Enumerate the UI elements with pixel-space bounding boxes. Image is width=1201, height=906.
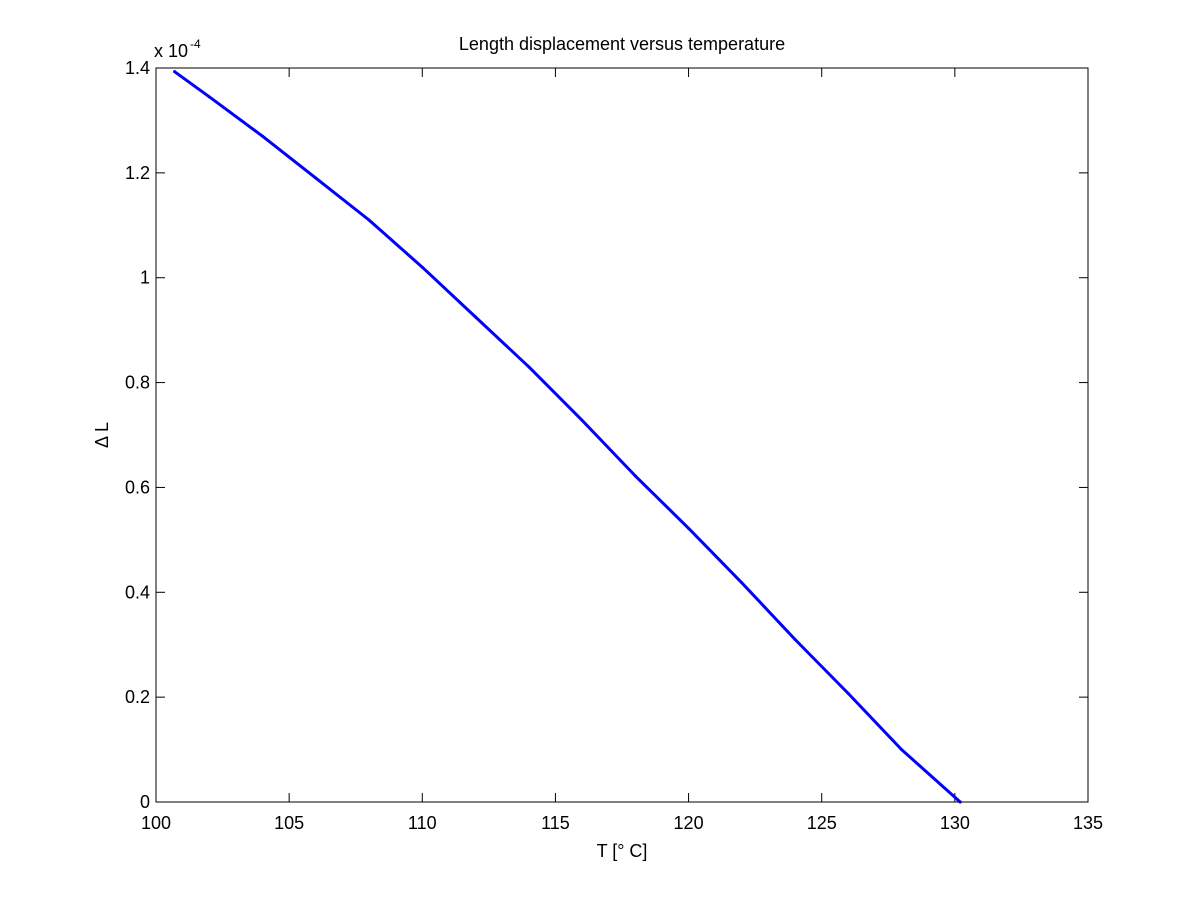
x-axis-label: T [° C]: [597, 841, 648, 861]
data-point: [367, 218, 371, 222]
y-tick-label: 0.6: [125, 477, 150, 497]
chart-title: Length displacement versus temperature: [459, 34, 785, 54]
data-point: [580, 418, 584, 422]
data-point: [314, 176, 318, 180]
y-tick-label: 1.4: [125, 58, 150, 78]
x-tick-label: 125: [807, 813, 837, 833]
data-point: [420, 265, 424, 269]
data-point: [173, 70, 177, 74]
data-point: [900, 748, 904, 752]
labels-layer: Length displacement versus temperature T…: [92, 34, 785, 861]
y-axis-exponent: x 10 -4: [154, 37, 201, 61]
data-point: [793, 637, 797, 641]
y-tick-label: 0: [140, 792, 150, 812]
data-point: [261, 134, 265, 138]
data-point: [846, 691, 850, 695]
data-point: [633, 474, 637, 478]
data-point: [207, 95, 211, 99]
x-tick-label: 120: [674, 813, 704, 833]
data-point: [527, 365, 531, 369]
y-tick-label: 1: [140, 268, 150, 288]
x-tick-label: 105: [274, 813, 304, 833]
data-point: [740, 581, 744, 585]
y-axis-label: Δ L: [92, 422, 112, 448]
x-tick-label: 130: [940, 813, 970, 833]
x-tick-label: 100: [141, 813, 171, 833]
plot-background: [156, 68, 1088, 802]
y-tick-label: 0.2: [125, 687, 150, 707]
y-axis-exponent-power: -4: [190, 37, 201, 51]
ticks-layer: 100 105 110 115 120 125 130 135 0 0.2 0.4 0.6 0.8 1 1.…: [125, 58, 1103, 833]
y-tick-label: 1.2: [125, 163, 150, 183]
plot-frame: [155, 67, 1089, 803]
y-tick-label: 0.8: [125, 373, 150, 393]
y-tick-label: 0.4: [125, 582, 150, 602]
data-point: [687, 526, 691, 530]
x-tick-label: 115: [541, 813, 570, 833]
series-layer: [173, 70, 962, 804]
x-tick-label: 110: [408, 813, 437, 833]
y-axis-exponent-base: x 10: [154, 41, 188, 61]
x-tick-label: 135: [1073, 813, 1103, 833]
data-point: [474, 315, 478, 319]
series-line-0: [173, 70, 962, 804]
